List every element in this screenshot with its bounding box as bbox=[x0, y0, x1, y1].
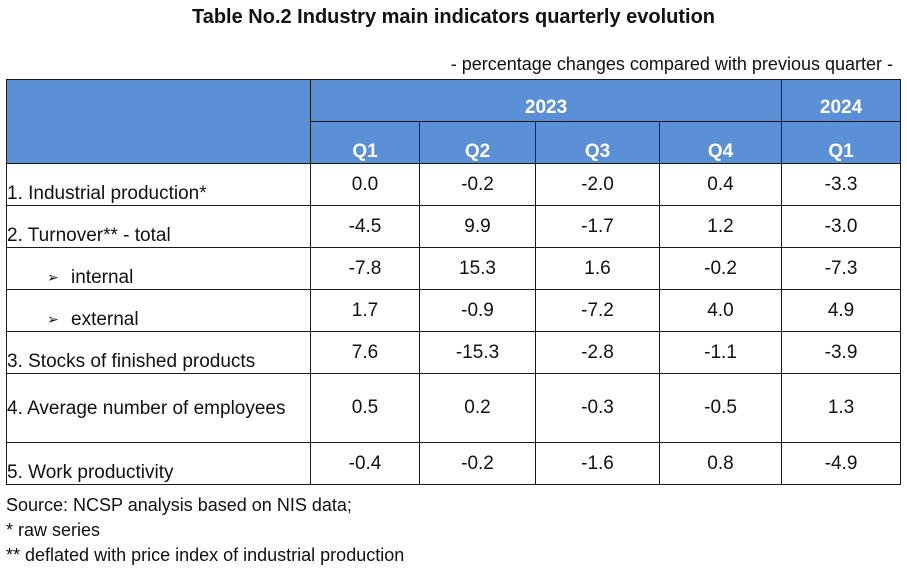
footnotes: Source: NCSP analysis based on NIS data;… bbox=[6, 493, 404, 568]
table-cell: -1.1 bbox=[658, 331, 783, 374]
table-cell: 1.2 bbox=[658, 205, 783, 248]
row-label: ➢ internal bbox=[6, 247, 311, 290]
table-cell: -0.2 bbox=[658, 247, 783, 290]
header-year-2024: 2024 bbox=[781, 79, 902, 122]
table-cell: -4.9 bbox=[781, 442, 902, 485]
table-cell: -7.3 bbox=[781, 247, 902, 290]
table-row: ➢ external 1.7 -0.9 -7.2 4.0 4.9 bbox=[6, 289, 902, 332]
indicators-table: 2023 2024 Q1 Q2 Q3 Q4 Q1 1. Industrial p… bbox=[6, 79, 902, 485]
table-cell: -0.2 bbox=[419, 442, 536, 485]
row-label: 4. Average number of employees bbox=[6, 373, 311, 443]
row-label: 1. Industrial production* bbox=[6, 163, 311, 206]
footnote-deflated: ** deflated with price index of industri… bbox=[6, 545, 405, 565]
table-cell: -3.3 bbox=[781, 163, 902, 206]
header-year-2023: 2023 bbox=[309, 79, 783, 122]
table-cell: -3.9 bbox=[781, 331, 902, 374]
header-quarter: Q1 bbox=[310, 121, 420, 164]
table-subtitle: - percentage changes compared with previ… bbox=[450, 54, 893, 74]
table-title: Table No.2 Industry main indicators quar… bbox=[191, 6, 716, 28]
table-cell: -0.4 bbox=[310, 442, 420, 485]
table-cell: 9.9 bbox=[419, 205, 536, 248]
header-quarter: Q3 bbox=[535, 121, 660, 164]
table-cell: -3.0 bbox=[781, 205, 902, 248]
table-cell: -0.5 bbox=[658, 373, 783, 443]
table-cell: -7.2 bbox=[535, 289, 660, 332]
table-cell: -0.2 bbox=[419, 163, 536, 206]
table-cell: 0.2 bbox=[419, 373, 536, 443]
row-label: 2. Turnover** - total bbox=[6, 205, 311, 248]
table-cell: -15.3 bbox=[419, 331, 536, 374]
table-cell: 0.8 bbox=[658, 442, 783, 485]
table-row: 4. Average number of employees 0.5 0.2 -… bbox=[6, 373, 902, 443]
table-cell: 1.7 bbox=[310, 289, 420, 332]
table-cell: -0.3 bbox=[535, 373, 660, 443]
table-cell: -7.8 bbox=[310, 247, 420, 290]
table-row: 2. Turnover** - total -4.5 9.9 -1.7 1.2 … bbox=[6, 205, 902, 248]
table-row: 1. Industrial production* 0.0 -0.2 -2.0 … bbox=[6, 163, 902, 206]
table-row: 3. Stocks of finished products 7.6 -15.3… bbox=[6, 331, 902, 374]
table-cell: 0.5 bbox=[310, 373, 420, 443]
table-row: ➢ internal -7.8 15.3 1.6 -0.2 -7.3 bbox=[6, 247, 902, 290]
table-cell: 7.6 bbox=[310, 331, 420, 374]
arrow-bullet-icon: ➢ bbox=[47, 269, 59, 285]
header-corner bbox=[6, 79, 311, 164]
table-cell: -1.7 bbox=[535, 205, 660, 248]
table-cell: 4.0 bbox=[658, 289, 783, 332]
table-cell: 1.6 bbox=[535, 247, 660, 290]
source-note: Source: NCSP analysis based on NIS data; bbox=[6, 495, 352, 515]
row-label: 3. Stocks of finished products bbox=[6, 331, 311, 374]
table-cell: -1.6 bbox=[535, 442, 660, 485]
row-label: ➢ external bbox=[6, 289, 311, 332]
table-cell: 1.3 bbox=[781, 373, 902, 443]
row-label-text: external bbox=[71, 309, 139, 330]
table-row: 5. Work productivity -0.4 -0.2 -1.6 0.8 … bbox=[6, 442, 902, 485]
table-cell: 0.0 bbox=[310, 163, 420, 206]
table-cell: 4.9 bbox=[781, 289, 902, 332]
table-cell: -2.0 bbox=[535, 163, 660, 206]
arrow-bullet-icon: ➢ bbox=[47, 311, 59, 327]
footnote-raw-series: * raw series bbox=[6, 520, 101, 540]
table-cell: -2.8 bbox=[535, 331, 660, 374]
header-quarter: Q4 bbox=[658, 121, 783, 164]
table-cell: 0.4 bbox=[658, 163, 783, 206]
header-quarter: Q1 bbox=[781, 121, 902, 164]
table-cell: 15.3 bbox=[419, 247, 536, 290]
row-label-text: internal bbox=[71, 267, 134, 288]
row-label: 5. Work productivity bbox=[6, 442, 311, 485]
header-quarter: Q2 bbox=[419, 121, 536, 164]
table-cell: -4.5 bbox=[310, 205, 420, 248]
table-cell: -0.9 bbox=[419, 289, 536, 332]
